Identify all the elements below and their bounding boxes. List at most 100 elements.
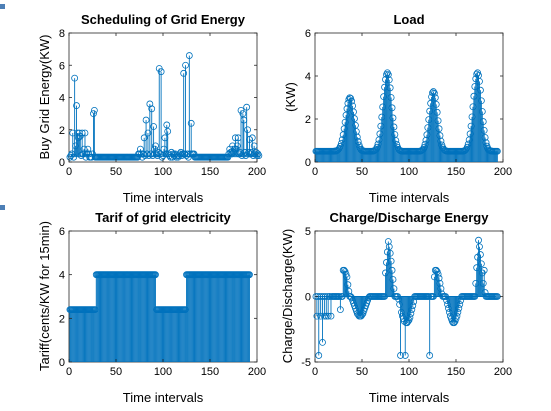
stems-layer [312,236,501,359]
data-point [90,110,97,118]
data-point [152,142,159,150]
x-tick-label: 200 [494,366,512,378]
data-point [146,100,154,108]
data-point [432,266,440,274]
x-tick-label: 200 [248,366,266,378]
left-edge-marker-bottom [0,205,5,210]
y-tick-label: 0 [305,292,311,304]
panel-tariff: Tarif of grid electricity 0 50 100 150 200 0 2… [37,210,266,405]
data-point [387,94,395,101]
data-point [388,104,396,112]
data-point [244,126,252,134]
data-point [246,271,253,279]
data-point [347,94,355,102]
y-tick-label: 2 [59,125,65,137]
data-point [233,142,241,150]
data-point [71,74,79,82]
data-point [473,70,481,78]
x-tick-label: 50 [356,166,368,178]
x-tick-label: 150 [447,166,465,178]
data-point [479,118,487,125]
data-point [450,319,458,327]
stems-layer [66,52,263,161]
x-tick-label: 100 [154,366,172,378]
data-point [320,312,328,320]
data-point [480,266,488,274]
y-axis-label: Tariff(cents/KW for 15min) [37,221,52,371]
y-axis-label: (KW) [283,82,298,112]
data-point [456,300,464,308]
data-point [385,243,393,251]
x-tick-label: 0 [66,166,72,178]
x-tick-label: 150 [447,366,465,378]
data-point [354,138,362,145]
data-point [390,285,398,293]
data-point [322,312,330,320]
data-point [348,97,356,105]
y-tick-label: 5 [305,226,311,238]
data-point [144,129,152,137]
data-point [384,71,392,79]
data-point [436,279,444,287]
x-axis-label: Time intervals [369,190,450,205]
data-point [433,108,441,116]
data-point [430,88,437,95]
ticks-layer: 0 50 100 150 200-505 [301,226,512,378]
data-point [478,108,486,115]
data-point [187,119,195,127]
x-axis-label: Time intervals [123,390,204,405]
plot-area [68,32,258,163]
data-point [250,142,258,150]
data-point [81,129,89,137]
data-point [351,115,358,122]
data-point [401,352,409,359]
data-point [477,97,485,105]
data-point [384,238,392,245]
data-point [477,251,484,258]
data-point [409,302,417,310]
x-tick-label: 50 [110,166,122,178]
data-point [90,107,98,114]
data-point [73,102,80,109]
data-point [434,117,442,125]
data-point [254,150,262,158]
stems-layer [66,271,253,362]
data-point [75,134,82,142]
data-point [346,94,354,102]
data-point [150,123,158,130]
panel-title: Scheduling of Grid Energy [81,12,246,27]
data-point [84,145,92,153]
panel-title: Load [393,12,424,27]
data-point [140,134,148,142]
panel-load: Load 0 50 100 150 200 0 2 4 6 Time intervals (KW… [283,12,512,205]
data-point [397,352,404,359]
x-tick-label: 50 [110,366,122,378]
data-point [155,65,163,72]
x-tick-label: 0 [312,366,318,378]
data-point [389,276,397,283]
data-point [76,132,84,140]
data-point [453,312,461,320]
data-point [480,126,488,134]
y-tick-label: 2 [59,313,65,325]
data-point [481,134,489,141]
data-point [479,279,487,287]
x-tick-label: 0 [66,366,72,378]
data-point [437,285,445,293]
x-tick-label: 0 [312,166,318,178]
y-tick-label: 6 [305,28,311,40]
x-axis-label: Time intervals [123,190,204,205]
y-tick-label: 6 [59,60,65,72]
data-point [255,152,263,159]
y-tick-label: 0 [59,157,65,169]
data-point [386,84,394,92]
data-point [430,89,438,97]
data-point [358,311,366,319]
data-point [477,260,485,268]
y-tick-label: 8 [59,28,65,40]
data-point [237,107,245,114]
x-tick-label: 150 [201,366,219,378]
data-point [69,129,77,137]
data-point [152,271,159,279]
panel-charge-discharge: Charge/Discharge Energy 0 50 100 150 200-505… [280,210,512,405]
